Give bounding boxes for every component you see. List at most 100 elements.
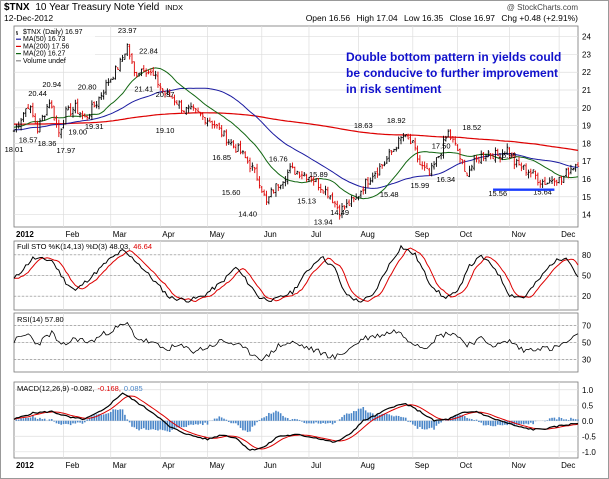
y-tick-label: 18 bbox=[582, 139, 591, 148]
y-tick-label: 15 bbox=[582, 193, 591, 202]
y-tick-label: 20 bbox=[582, 104, 591, 113]
x-tick-label: Oct bbox=[460, 461, 473, 470]
stochastic-k-line bbox=[13, 244, 579, 303]
x-tick-label: 2012 bbox=[16, 461, 34, 470]
stochastic-legend: Full STO %K(14,13) %D(3) 48.03, 46.64 bbox=[17, 242, 152, 251]
chart-date: 12-Dec-2012 bbox=[4, 13, 53, 23]
price-label: 15.64 bbox=[533, 187, 552, 196]
y-tick-label: 19 bbox=[582, 122, 591, 131]
ohlc-legend-icon bbox=[16, 31, 18, 35]
price-label: 15.60 bbox=[222, 188, 241, 197]
y-tick-label: 30 bbox=[582, 355, 591, 364]
price-label: 22.84 bbox=[139, 46, 158, 55]
rsi-line bbox=[13, 321, 579, 362]
macd-legend: MACD(12,26,9) -0.082, -0.168, 0.085 bbox=[17, 384, 143, 393]
x-tick-label: Aug bbox=[361, 230, 375, 239]
x-tick-label: Nov bbox=[512, 230, 526, 239]
watermark: @ StockCharts.com bbox=[507, 3, 579, 12]
x-tick-label: Sep bbox=[415, 461, 430, 470]
y-tick-label: 24 bbox=[582, 33, 591, 42]
y-tick-label: 0.5 bbox=[582, 401, 594, 410]
price-label: 16.85 bbox=[212, 153, 231, 162]
price-label: 20.80 bbox=[78, 83, 97, 92]
note-line: in risk sentiment bbox=[346, 82, 441, 96]
macd-line bbox=[13, 392, 579, 451]
price-label: 18.92 bbox=[387, 116, 406, 125]
x-tick-label: Feb bbox=[66, 230, 80, 239]
legend-entry: RSI(14) 57.80 bbox=[17, 315, 64, 324]
y-tick-label: 22 bbox=[582, 68, 591, 77]
y-tick-label: 16 bbox=[582, 175, 591, 184]
price-label: 20.94 bbox=[42, 80, 61, 89]
y-tick-label: 21 bbox=[582, 86, 591, 95]
x-tick-label: Jun bbox=[264, 461, 277, 470]
x-tick-label: Mar bbox=[113, 230, 127, 239]
legend-background bbox=[15, 27, 95, 63]
price-label: 16.95 bbox=[498, 151, 517, 160]
x-tick-label: Jun bbox=[264, 230, 277, 239]
price-label: 18.01 bbox=[5, 145, 24, 154]
x-tick-label: Nov bbox=[512, 461, 526, 470]
y-tick-label: 14 bbox=[582, 211, 591, 220]
note-line: Double bottom pattern in yields could bbox=[346, 50, 561, 64]
y-tick-label: -1.0 bbox=[582, 448, 596, 457]
y-tick-label: -0.5 bbox=[582, 432, 596, 441]
x-tick-label: Dec bbox=[561, 230, 575, 239]
note-line: be conducive to further improvement bbox=[346, 66, 558, 80]
price-label: 19.10 bbox=[156, 126, 175, 135]
ma200-line bbox=[14, 112, 579, 151]
legend-label: $TNX (Daily) 16.97 bbox=[23, 29, 83, 36]
price-label: 18.36 bbox=[38, 139, 57, 148]
x-tick-label: Jul bbox=[311, 230, 321, 239]
x-axis-bottom: 2012 Feb Mar Apr May Jun Jul Aug Sep Oct Nov Dec bbox=[16, 461, 575, 470]
price-label: 18.63 bbox=[354, 121, 373, 130]
symbol-title: $TNX 10 Year Treasury Note Yield INDX bbox=[4, 2, 183, 13]
x-tick-label: Apr bbox=[162, 230, 175, 239]
price-label: 20.37 bbox=[156, 90, 175, 99]
y-tick-label: 1.0 bbox=[582, 386, 594, 395]
price-label: 15.13 bbox=[297, 196, 316, 205]
price-label: 14.49 bbox=[330, 208, 349, 217]
y-tick-label: 0.0 bbox=[582, 417, 594, 426]
price-label: 15.99 bbox=[411, 181, 430, 190]
legend-label: MA(200) 17.56 bbox=[23, 43, 69, 50]
legend-entry: -0.168, bbox=[98, 384, 121, 393]
y-tick-label: 50 bbox=[582, 339, 591, 348]
legend-entry: 46.64 bbox=[133, 242, 152, 251]
x-tick-label: May bbox=[210, 230, 225, 239]
price-label: 16.34 bbox=[436, 175, 455, 184]
price-label: 17.97 bbox=[57, 146, 76, 155]
price-label: 23.97 bbox=[118, 26, 137, 35]
price-plot-area bbox=[13, 25, 579, 228]
legend-entry: MACD(12,26,9) -0.082, bbox=[17, 384, 95, 393]
y-tick-label: 20 bbox=[582, 292, 591, 301]
legend-entry: Full STO %K(14,13) %D(3) 48.03, bbox=[17, 242, 130, 251]
legend-entry: 0.085 bbox=[124, 384, 143, 393]
legend-label: MA(50) 16.73 bbox=[23, 36, 66, 43]
x-tick-label: Apr bbox=[162, 461, 175, 470]
x-tick-label: 2012 bbox=[16, 230, 34, 239]
price-label: 21.41 bbox=[134, 85, 153, 94]
legend-label: Volume undef bbox=[23, 58, 66, 65]
price-label: 19.31 bbox=[85, 122, 104, 131]
stochastic-panel: 20 50 80 Full STO %K(14,13) %D(3) 48.03, 46.… bbox=[13, 240, 591, 311]
x-tick-label: Sep bbox=[415, 230, 430, 239]
price-label: 13.94 bbox=[314, 218, 333, 227]
x-tick-label: May bbox=[210, 461, 225, 470]
price-label: 19.00 bbox=[68, 128, 87, 137]
price-label: 18.57 bbox=[19, 135, 38, 144]
price-label: 17.50 bbox=[432, 141, 451, 150]
x-tick-label: Mar bbox=[113, 461, 127, 470]
legend-label: MA(20) 16.27 bbox=[23, 51, 66, 58]
y-tick-label: 50 bbox=[582, 272, 591, 281]
price-label: 18.52 bbox=[462, 123, 481, 132]
x-tick-label: Jul bbox=[311, 461, 321, 470]
x-axis-middle: 2012 Feb Mar Apr May Jun Jul Aug Sep Oct Nov Dec bbox=[16, 230, 575, 239]
x-tick-label: Aug bbox=[361, 461, 375, 470]
rsi-panel: 30 50 70 RSI(14) 57.80 bbox=[13, 312, 591, 373]
macd-signal-line bbox=[13, 395, 579, 450]
y-tick-label: 80 bbox=[582, 251, 591, 260]
